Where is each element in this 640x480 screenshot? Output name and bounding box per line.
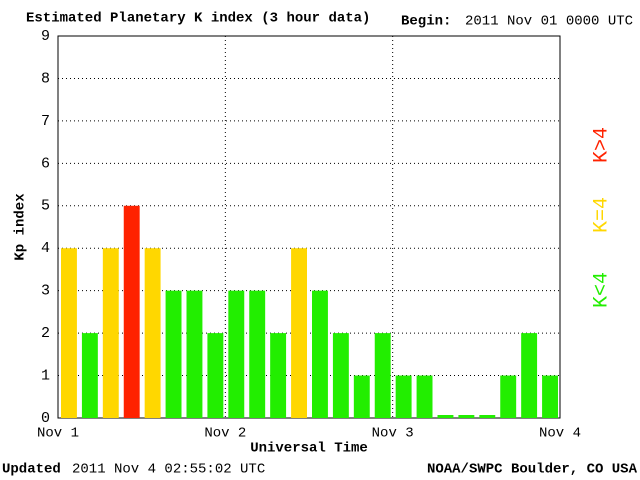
bar (353, 375, 370, 418)
bar (500, 375, 517, 418)
plot-frame (57, 35, 561, 419)
bar (186, 290, 203, 418)
bar (437, 415, 454, 418)
bar (395, 375, 412, 418)
y-tick-label: 9 (41, 28, 50, 45)
bar (207, 333, 224, 418)
y-tick-label: 8 (41, 70, 50, 87)
bar (312, 290, 328, 418)
x-tick-label: Nov 3 (372, 426, 414, 442)
y-axis-label: Kp index (13, 193, 29, 261)
begin-value: 2011 Nov 01 0000 UTC (465, 14, 633, 30)
x-tick-label: Nov 1 (37, 426, 79, 442)
x-axis-label: Universal Time (250, 441, 368, 457)
bar (165, 290, 182, 418)
x-tick-label: Nov 2 (204, 426, 246, 442)
updated-value: 2011 Nov 4 02:55:02 UTC (72, 462, 265, 478)
credit: NOAA/SWPC Boulder, CO USA (427, 462, 638, 478)
bar (458, 415, 475, 418)
bar (291, 248, 307, 418)
begin-label: Begin: (401, 14, 451, 30)
bar (270, 333, 287, 418)
y-tick-label: 0 (41, 410, 50, 427)
bar (81, 333, 98, 418)
y-tick-label: 2 (41, 325, 50, 342)
bar (123, 205, 140, 418)
y-tick-label: 6 (41, 155, 50, 172)
updated-label: Updated (2, 462, 61, 478)
bar (479, 415, 496, 418)
bar (416, 375, 433, 418)
y-tick-label: 7 (41, 113, 50, 130)
bar (102, 248, 119, 418)
bar (61, 248, 77, 418)
bar (144, 248, 161, 418)
bar (228, 290, 245, 418)
bar (542, 375, 558, 418)
legend-entry: K<4 (590, 272, 613, 308)
bar (521, 333, 538, 418)
bar (249, 290, 266, 418)
y-tick-label: 5 (41, 198, 50, 215)
x-tick-label: Nov 4 (539, 426, 581, 442)
bar (332, 333, 349, 418)
y-tick-label: 4 (41, 240, 50, 257)
bar (374, 333, 391, 418)
legend-entry: K>4 (590, 127, 613, 163)
chart-title: Estimated Planetary K index (3 hour data… (26, 11, 370, 27)
y-tick-label: 1 (41, 368, 50, 385)
legend-entry: K=4 (590, 197, 613, 233)
y-tick-label: 3 (41, 283, 50, 300)
